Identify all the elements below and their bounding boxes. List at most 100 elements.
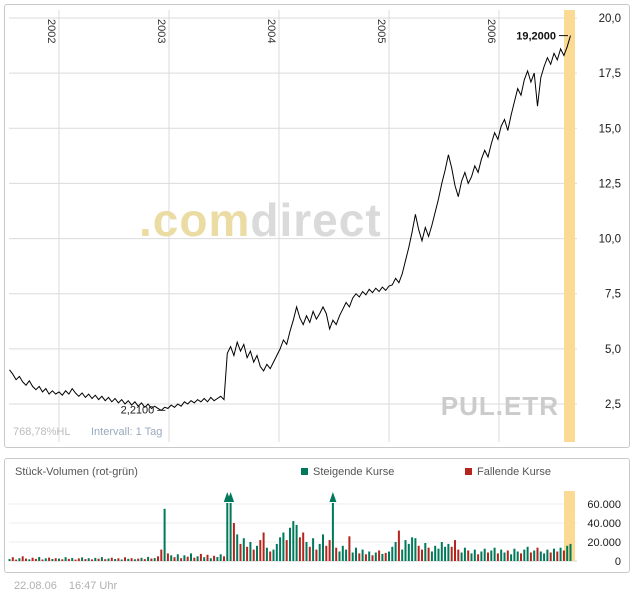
volume-bar xyxy=(467,550,470,561)
volume-chart-canvas: 60.000 40.000 20.000 0 xyxy=(8,491,621,568)
volume-bar xyxy=(358,553,361,561)
volume-bar xyxy=(539,551,542,561)
volume-bar xyxy=(401,549,404,561)
volume-bar xyxy=(130,558,133,562)
volume-bar xyxy=(394,542,397,561)
volume-bar xyxy=(364,554,367,561)
volume-bar xyxy=(186,556,189,561)
clipped-volume-arrow xyxy=(329,492,337,502)
volume-bar xyxy=(520,553,522,561)
price-line xyxy=(9,35,571,412)
symbol-watermark: PUL.ETR xyxy=(441,391,559,421)
volume-bar xyxy=(18,558,21,562)
volume-bar xyxy=(411,537,414,562)
volume-bar xyxy=(381,553,384,561)
volume-bar xyxy=(67,558,70,561)
volume-bar xyxy=(549,552,552,562)
volume-bar xyxy=(496,553,499,561)
volume-bar xyxy=(104,559,107,561)
volume-bar xyxy=(38,557,41,561)
volume-chart-panel: Stück-Volumen (rot-grün) Steigende Kurse… xyxy=(4,458,630,573)
volume-bar xyxy=(361,549,364,561)
volume-bar xyxy=(272,549,275,561)
volume-bar xyxy=(107,558,110,561)
y-axis-price-label: 10,0 xyxy=(599,234,621,246)
volume-bar xyxy=(473,549,476,561)
footer-date: 22.08.06 xyxy=(14,580,57,592)
volume-bar xyxy=(483,548,486,561)
legend-down: Fallende Kurse xyxy=(465,466,551,478)
volume-bar xyxy=(124,557,126,561)
volume-bar xyxy=(289,527,291,562)
volume-bar xyxy=(61,559,64,561)
volume-bar xyxy=(457,549,460,561)
volume-bar xyxy=(331,503,334,561)
legend-down-swatch xyxy=(465,467,472,475)
watermark-direct-part: direct xyxy=(250,194,381,246)
volume-bar xyxy=(94,557,97,561)
volume-axis-label: 0 xyxy=(615,556,621,568)
volume-bar xyxy=(143,559,146,561)
volume-bar xyxy=(170,555,173,561)
volume-bar xyxy=(58,558,60,561)
comdirect-watermark: .comdirect xyxy=(139,194,382,246)
volume-bar xyxy=(513,548,516,561)
volume-bar xyxy=(48,557,51,561)
y-axis-price-label: 5,0 xyxy=(605,344,621,356)
volume-bar xyxy=(114,559,117,561)
volume-bar xyxy=(252,549,255,561)
volume-axis-label: 60.000 xyxy=(587,499,621,511)
current-session-band xyxy=(564,491,575,561)
volume-bar xyxy=(510,554,513,561)
volume-bar xyxy=(239,543,242,561)
volume-bar xyxy=(259,540,262,561)
volume-bar xyxy=(292,521,295,561)
legend-up-swatch xyxy=(301,467,308,475)
volume-bar xyxy=(199,553,202,561)
volume-bar xyxy=(262,532,265,561)
volume-bar xyxy=(295,524,298,561)
legend-down-label: Fallende Kurse xyxy=(477,466,551,478)
volume-bar xyxy=(64,557,67,561)
volume-bar xyxy=(193,557,196,561)
volume-bar xyxy=(166,553,169,561)
volume-bar xyxy=(163,508,166,562)
price-chart-panel: 2002 2003 2004 2005 2006 .comdirect PUL.ETR 2,2… xyxy=(4,4,630,448)
volume-title: Stück-Volumen (rot-grün) xyxy=(15,466,138,478)
volume-bar xyxy=(120,559,123,561)
volume-bar xyxy=(54,558,57,562)
volume-bar xyxy=(226,503,229,561)
volume-bar xyxy=(21,556,24,562)
volume-bar xyxy=(305,542,308,561)
volume-bar xyxy=(338,551,341,561)
volume-bar xyxy=(269,551,272,561)
y-axis-price-label: 15,0 xyxy=(599,123,621,135)
volume-bar xyxy=(569,543,572,561)
volume-bar xyxy=(223,556,225,562)
volume-bar xyxy=(51,559,54,561)
volume-bar xyxy=(348,536,351,561)
volume-bar xyxy=(493,547,496,561)
volume-bar xyxy=(506,550,509,561)
volume-bar xyxy=(176,554,179,561)
volume-bar xyxy=(533,550,536,561)
volume-bar xyxy=(529,552,532,562)
volume-bar xyxy=(87,558,90,561)
volume-bar xyxy=(566,545,569,561)
x-axis-year-label: 2002 xyxy=(45,19,57,43)
legend-up-label: Steigende Kurse xyxy=(313,466,395,478)
volume-bar xyxy=(477,554,480,561)
interval-label: Intervall: 1 Tag xyxy=(91,426,162,438)
volume-bar xyxy=(180,558,183,562)
volume-bar xyxy=(206,554,209,561)
volume-axis-label: 40.000 xyxy=(587,518,621,530)
volume-bar xyxy=(140,557,143,561)
volume-bar xyxy=(77,558,80,561)
volume-bar xyxy=(312,538,315,561)
volume-bar xyxy=(256,545,258,561)
volume-bar xyxy=(427,547,430,561)
y-axis-price-label: 2,5 xyxy=(605,399,621,411)
volume-bar xyxy=(440,542,443,561)
footer-time: 16:47 Uhr xyxy=(68,580,118,592)
volume-bar xyxy=(190,553,192,561)
